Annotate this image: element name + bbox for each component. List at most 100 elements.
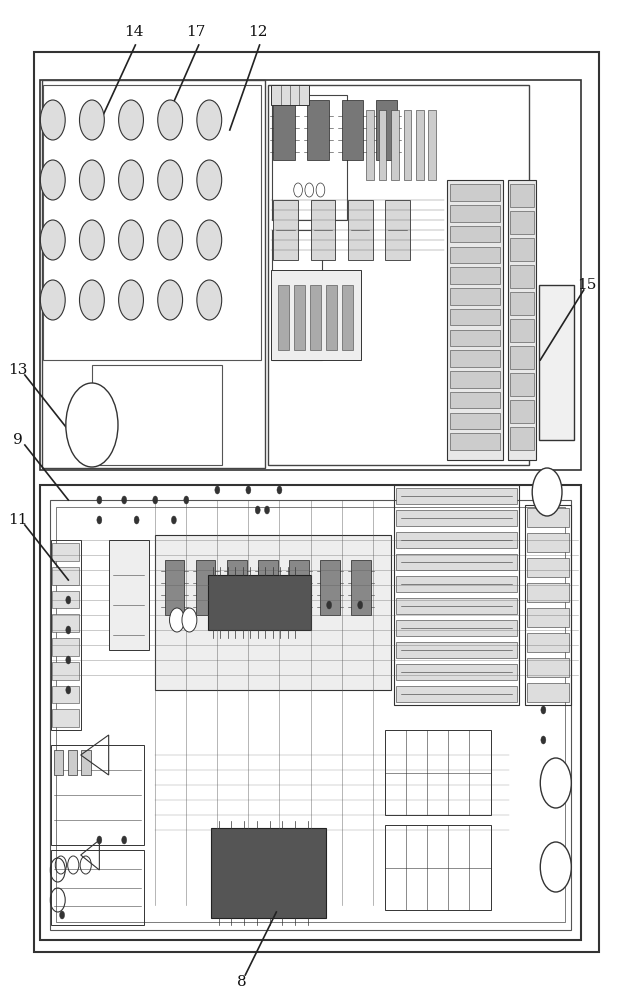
Bar (510, 319, 534, 342)
Bar (510, 346, 534, 369)
Bar (394, 485, 519, 705)
Circle shape (246, 486, 251, 494)
Bar (326, 285, 337, 350)
Circle shape (66, 596, 71, 604)
Circle shape (294, 183, 302, 197)
Text: 15: 15 (577, 278, 597, 292)
Circle shape (184, 496, 189, 504)
Bar (450, 330, 500, 346)
Circle shape (122, 496, 127, 504)
Bar (450, 226, 500, 242)
Circle shape (277, 486, 282, 494)
Bar (385, 730, 491, 815)
Bar (450, 184, 500, 201)
Bar (56, 507, 565, 922)
Circle shape (197, 220, 222, 260)
Circle shape (66, 686, 71, 694)
Circle shape (265, 506, 270, 514)
Bar (396, 488, 517, 504)
Text: 17: 17 (186, 25, 206, 39)
Text: 12: 12 (248, 25, 268, 39)
Bar (385, 200, 410, 260)
Circle shape (197, 280, 222, 320)
Bar (510, 265, 534, 288)
Circle shape (358, 601, 363, 609)
Bar (271, 270, 361, 360)
Circle shape (122, 836, 127, 844)
Bar (52, 662, 79, 680)
Bar (450, 205, 500, 222)
Bar (527, 683, 569, 702)
Bar (527, 508, 569, 527)
Circle shape (215, 486, 220, 494)
Bar (289, 560, 309, 615)
Circle shape (540, 758, 571, 808)
Circle shape (158, 160, 183, 200)
Bar (310, 200, 335, 260)
Bar (272, 95, 347, 220)
Bar (396, 532, 517, 548)
Bar (396, 598, 517, 614)
Circle shape (79, 100, 104, 140)
Text: 8: 8 (237, 975, 247, 989)
Bar (450, 350, 500, 367)
Text: 13: 13 (7, 363, 27, 377)
Circle shape (134, 516, 139, 524)
Bar (54, 750, 63, 775)
Circle shape (79, 160, 104, 200)
Bar (52, 614, 79, 632)
Bar (258, 560, 278, 615)
Circle shape (153, 496, 158, 504)
Bar (416, 110, 424, 180)
Circle shape (60, 911, 65, 919)
Circle shape (171, 516, 176, 524)
Circle shape (40, 160, 65, 200)
Bar (447, 180, 503, 460)
Bar (109, 540, 149, 650)
Circle shape (540, 842, 571, 892)
Bar (52, 686, 79, 703)
Bar (510, 238, 534, 261)
Bar (508, 180, 536, 460)
Bar (404, 110, 411, 180)
Bar (196, 560, 215, 615)
Bar (396, 554, 517, 570)
Bar (428, 110, 436, 180)
Circle shape (158, 220, 183, 260)
Bar (51, 540, 81, 730)
Circle shape (66, 656, 71, 664)
Circle shape (79, 280, 104, 320)
Bar (52, 590, 79, 608)
Bar (450, 247, 500, 263)
Bar (52, 709, 79, 727)
Bar (396, 620, 517, 636)
Bar (351, 560, 371, 615)
Bar (342, 100, 363, 160)
Bar (51, 850, 144, 925)
Circle shape (66, 626, 71, 634)
Bar (510, 427, 534, 450)
Circle shape (158, 280, 183, 320)
Bar (450, 288, 500, 305)
Bar (527, 633, 569, 652)
Bar (396, 664, 517, 680)
Bar (510, 184, 534, 207)
Text: 11: 11 (7, 513, 27, 527)
Circle shape (170, 608, 184, 632)
Bar (155, 535, 391, 690)
Bar (52, 567, 79, 584)
Bar (40, 485, 581, 940)
Bar (211, 828, 326, 918)
Circle shape (119, 100, 143, 140)
Text: 9: 9 (12, 433, 22, 447)
Bar (510, 292, 534, 315)
Bar (385, 825, 491, 910)
Circle shape (255, 506, 260, 514)
Circle shape (197, 100, 222, 140)
Bar (379, 110, 386, 180)
Bar (68, 750, 77, 775)
Bar (165, 560, 184, 615)
Circle shape (97, 836, 102, 844)
Bar (450, 413, 500, 429)
Circle shape (119, 220, 143, 260)
